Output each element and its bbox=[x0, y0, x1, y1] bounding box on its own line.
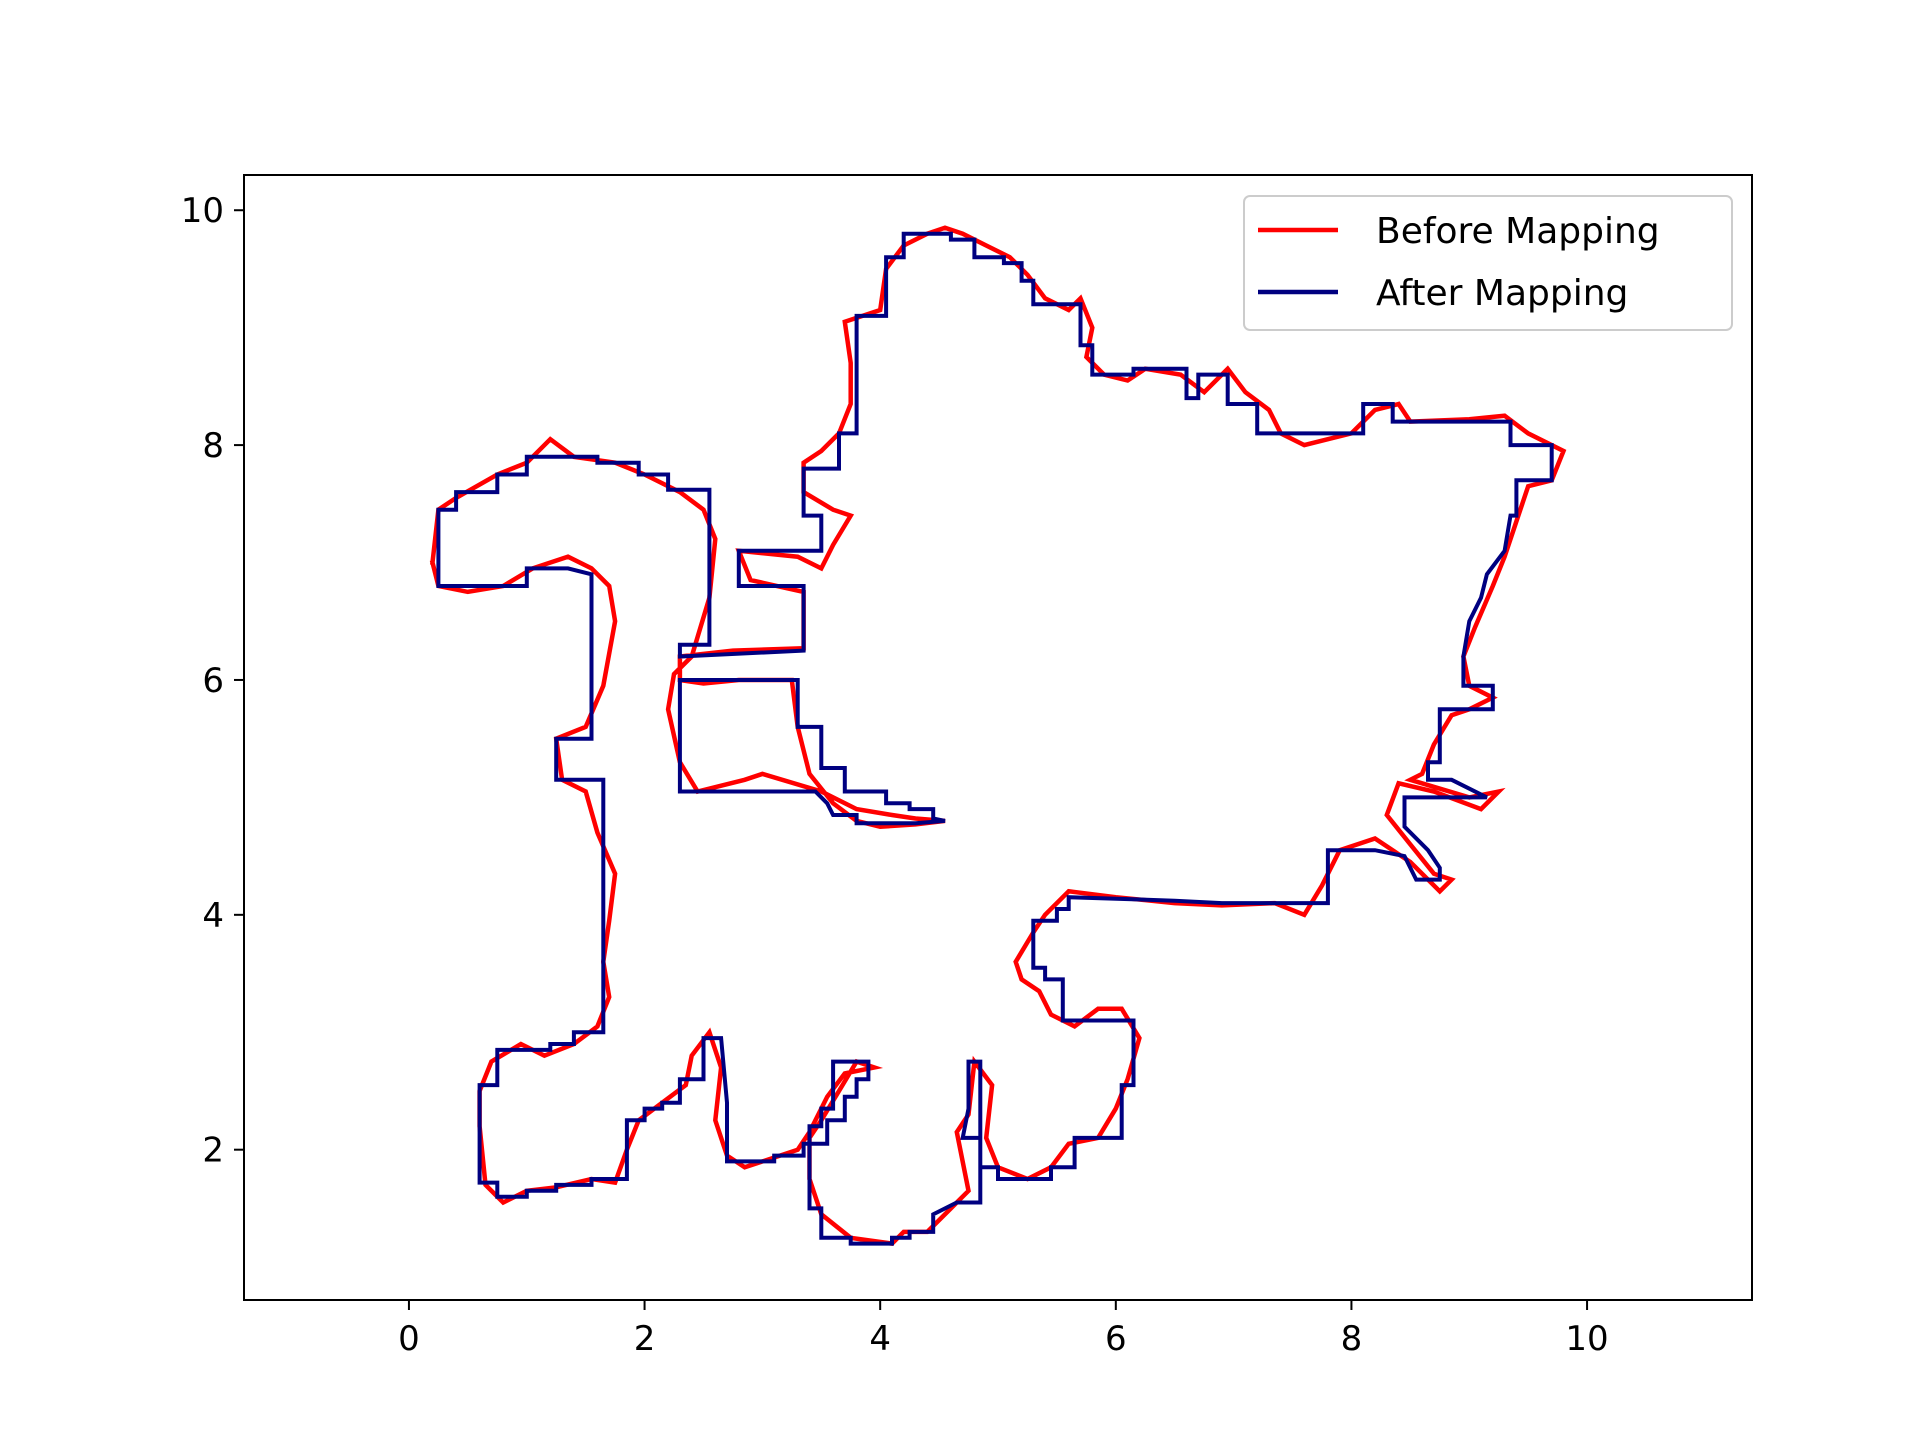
series-line-after-mapping bbox=[436, 231, 1554, 1246]
y-tick-label: 8 bbox=[202, 426, 224, 466]
legend: Before Mapping After Mapping bbox=[1243, 195, 1733, 331]
x-tick-label: 6 bbox=[1105, 1319, 1127, 1359]
series-line-after-mapping-inner bbox=[677, 678, 946, 826]
axes: 0 2 4 6 8 10 2 4 6 8 10 bbox=[181, 174, 1753, 1359]
axes-frame bbox=[243, 174, 1753, 1301]
x-tick-label: 8 bbox=[1341, 1319, 1363, 1359]
legend-label: Before Mapping bbox=[1376, 211, 1660, 252]
x-tick-label: 4 bbox=[869, 1319, 891, 1359]
legend-box bbox=[1243, 195, 1733, 331]
y-tick-label: 6 bbox=[202, 661, 224, 701]
x-tick-label: 2 bbox=[634, 1319, 656, 1359]
y-tick-label: 2 bbox=[202, 1131, 224, 1171]
x-tick-label: 0 bbox=[398, 1319, 420, 1359]
y-tick-label: 10 bbox=[181, 191, 224, 231]
legend-label: After Mapping bbox=[1376, 273, 1628, 314]
y-tick-label: 4 bbox=[202, 896, 224, 936]
plot-area bbox=[429, 225, 1567, 1246]
x-tick-label: 10 bbox=[1565, 1319, 1608, 1359]
